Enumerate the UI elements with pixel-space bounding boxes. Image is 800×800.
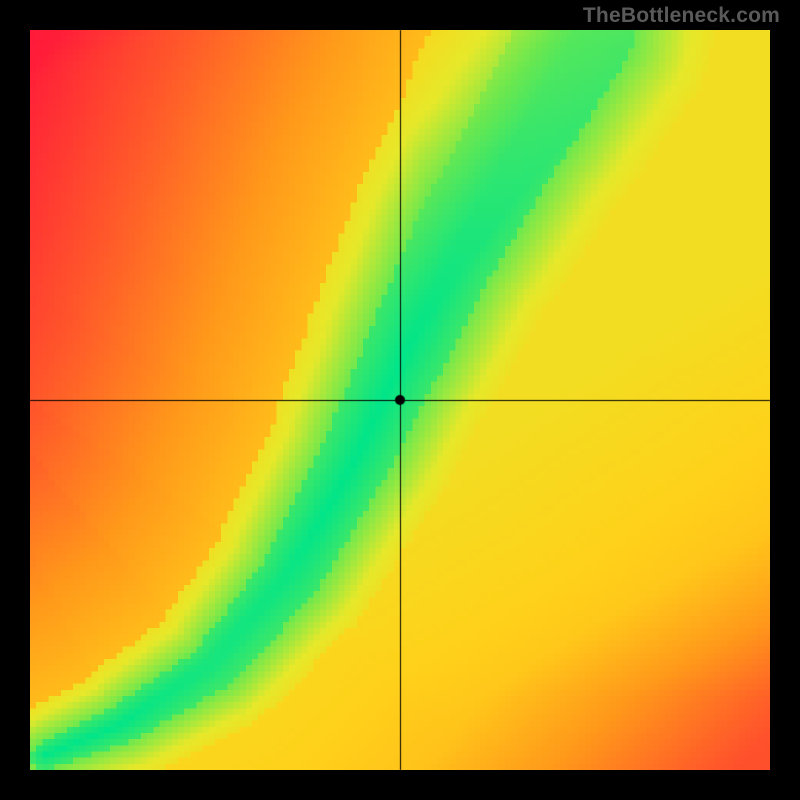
- overlay-canvas: [0, 0, 800, 800]
- watermark-label: TheBottleneck.com: [583, 4, 780, 28]
- chart-container: TheBottleneck.com: [0, 0, 800, 800]
